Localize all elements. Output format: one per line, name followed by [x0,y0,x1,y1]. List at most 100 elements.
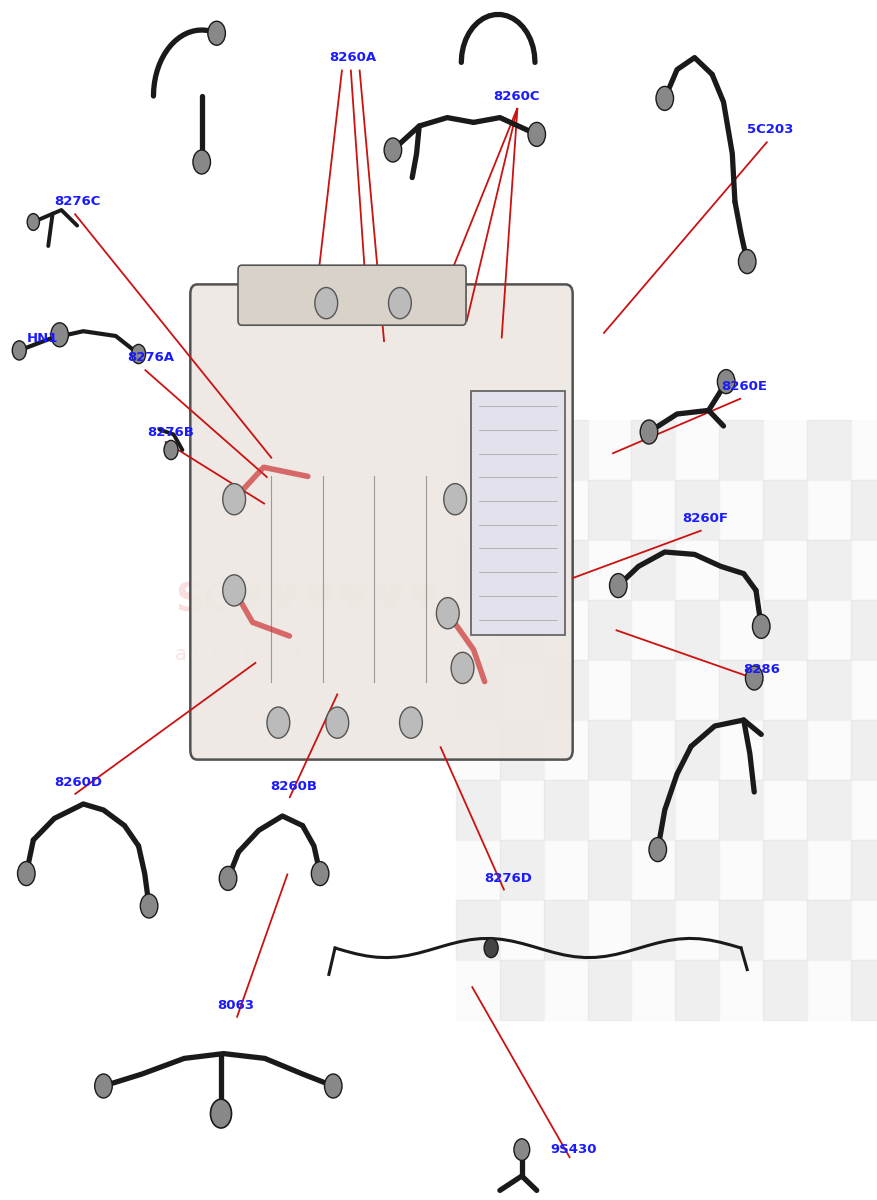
Bar [588,720,631,780]
Circle shape [528,122,545,146]
Bar [588,420,631,480]
Bar [631,660,675,720]
Bar [631,420,675,480]
Bar [588,840,631,900]
Bar [763,480,807,540]
Text: 9S430: 9S430 [551,1144,597,1156]
Bar [807,780,851,840]
Circle shape [132,344,146,364]
Text: 8276A: 8276A [127,352,175,364]
Circle shape [437,598,460,629]
Bar [456,540,500,600]
Bar [763,420,807,480]
Bar [631,780,675,840]
Bar [456,660,500,720]
Bar [851,540,877,600]
Bar [719,840,763,900]
Text: 8260A: 8260A [329,52,376,64]
Bar [719,720,763,780]
Text: 8276B: 8276B [147,426,194,438]
Text: 8260F: 8260F [682,512,728,524]
Bar [763,900,807,960]
Circle shape [164,440,178,460]
Bar [544,540,588,600]
Text: 8286: 8286 [744,664,781,676]
Bar [500,960,544,1020]
Circle shape [12,341,26,360]
Bar [544,840,588,900]
Text: a u t o p a r t s: a u t o p a r t s [175,644,319,664]
Bar [675,660,719,720]
Bar [763,720,807,780]
Bar [544,780,588,840]
Circle shape [223,575,246,606]
Bar [807,720,851,780]
Circle shape [400,707,423,738]
Bar [544,600,588,660]
Bar [675,600,719,660]
Circle shape [223,484,246,515]
Bar [675,420,719,480]
Circle shape [752,614,770,638]
Bar [763,960,807,1020]
Circle shape [315,288,338,319]
Bar [807,900,851,960]
Bar [544,720,588,780]
Bar [544,660,588,720]
Bar [675,780,719,840]
Circle shape [738,250,756,274]
FancyBboxPatch shape [238,265,466,325]
Bar [588,960,631,1020]
Bar [719,540,763,600]
Circle shape [326,707,349,738]
Bar [719,480,763,540]
Bar [763,600,807,660]
Bar [851,900,877,960]
Text: 5C203: 5C203 [747,124,794,136]
Bar [588,660,631,720]
Circle shape [656,86,674,110]
Bar [851,480,877,540]
Bar [456,960,500,1020]
Bar [588,600,631,660]
Bar [763,660,807,720]
Circle shape [51,323,68,347]
Bar [544,420,588,480]
Bar [631,720,675,780]
Circle shape [210,1099,232,1128]
Circle shape [18,862,35,886]
Bar [851,420,877,480]
Circle shape [219,866,237,890]
Bar [456,600,500,660]
Bar [631,960,675,1020]
Bar [719,960,763,1020]
Text: 8260C: 8260C [493,90,539,102]
Bar [675,840,719,900]
Bar [763,840,807,900]
Circle shape [649,838,667,862]
Bar [500,780,544,840]
Circle shape [193,150,210,174]
Circle shape [208,22,225,46]
Bar [500,600,544,660]
Bar [719,780,763,840]
Circle shape [514,1139,530,1160]
Bar [807,600,851,660]
Circle shape [27,214,39,230]
Bar [456,480,500,540]
FancyBboxPatch shape [471,391,565,635]
Circle shape [267,707,289,738]
Text: 8260B: 8260B [270,780,317,792]
Bar [763,540,807,600]
Circle shape [640,420,658,444]
Bar [588,780,631,840]
Bar [807,480,851,540]
Bar [807,660,851,720]
Circle shape [484,938,498,958]
Bar [719,900,763,960]
Bar [500,840,544,900]
Bar [500,720,544,780]
Circle shape [95,1074,112,1098]
Circle shape [451,653,474,684]
Bar [851,660,877,720]
